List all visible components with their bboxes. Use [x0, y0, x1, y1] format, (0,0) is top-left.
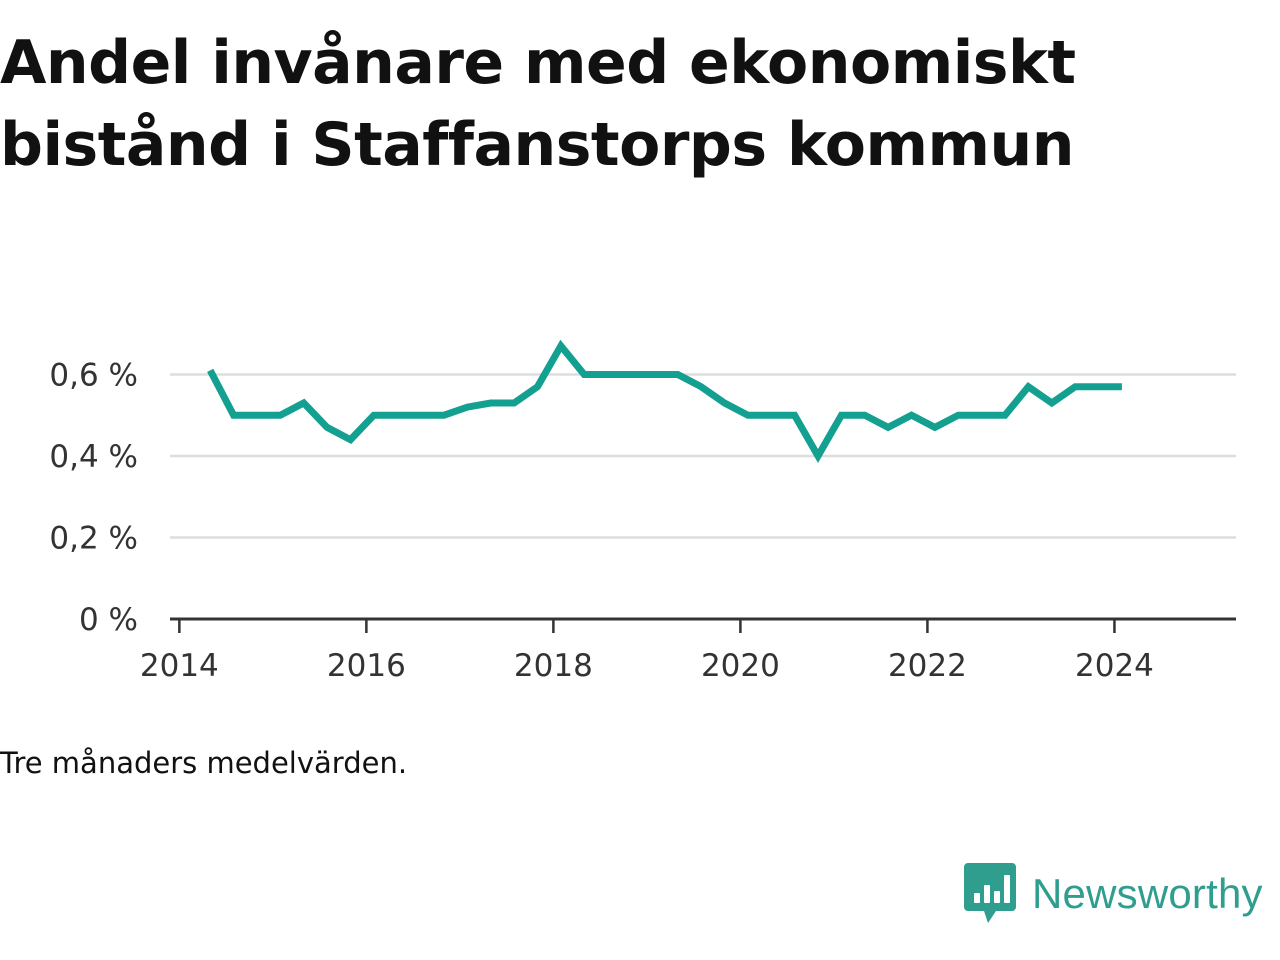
line-chart: 0 %0,2 %0,4 %0,6 % 2014 2016 2018 2020 2022 2…	[49, 339, 1236, 684]
chart-caption: Tre månaders medelvärden.	[0, 746, 408, 780]
y-tick-label: 0,4 %	[49, 439, 138, 475]
series-line	[207, 339, 1122, 464]
y-axis: 0 % 0,2 % 0,4 % 0,6 %	[49, 357, 138, 638]
series	[207, 339, 1122, 464]
chart-title: Andel invånare med ekonomiskt bistånd i …	[0, 28, 1076, 180]
x-tick-label: 2014	[140, 648, 219, 684]
x-tick-label: 2022	[888, 648, 967, 684]
brand-logo: Newsworthy	[964, 862, 1263, 926]
x-tick-label: 2024	[1075, 648, 1154, 684]
x-axis: 2014 2016 2018 2020 2022 2024	[140, 617, 1236, 684]
x-tick-label: 2020	[701, 648, 780, 684]
y-tick-label: 0 %	[79, 602, 138, 638]
gridlines	[170, 373, 1236, 539]
x-tick-label: 2016	[327, 648, 406, 684]
y-tick-label: 0,6 %	[49, 357, 138, 393]
bar-chart-speech-bubble-icon	[964, 863, 1016, 923]
brand-name: Newsworthy	[1032, 870, 1263, 917]
y-tick-label: 0,2 %	[49, 520, 138, 556]
x-tick-label: 2018	[514, 648, 593, 684]
